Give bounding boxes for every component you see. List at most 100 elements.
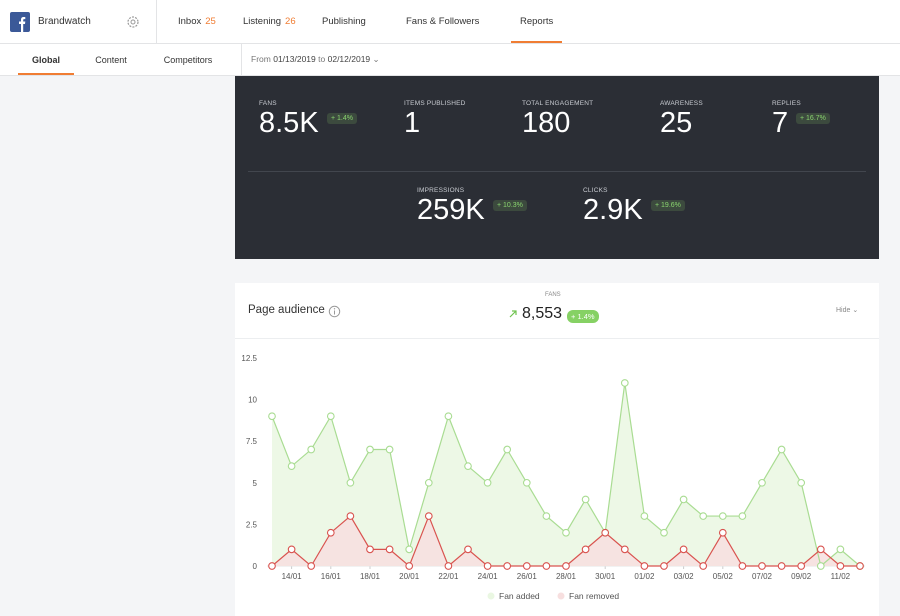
y-tick-label: 5 bbox=[253, 479, 258, 488]
x-tick-label: 22/01 bbox=[438, 572, 459, 581]
x-tick-label: 11/02 bbox=[831, 572, 851, 581]
point bbox=[718, 528, 727, 537]
stat-value: 1 bbox=[404, 107, 421, 139]
y-tick-label: 0 bbox=[253, 562, 258, 571]
point bbox=[640, 512, 649, 520]
x-tick-label: 03/02 bbox=[674, 572, 695, 581]
stat-change: + 10.3% bbox=[493, 200, 527, 211]
point bbox=[777, 445, 786, 454]
stat-value: 2.9K bbox=[583, 194, 643, 226]
point bbox=[307, 562, 316, 570]
point bbox=[326, 412, 335, 421]
point bbox=[405, 562, 414, 570]
top-bar bbox=[0, 0, 900, 44]
brand-name: Brandwatch bbox=[38, 16, 91, 27]
nav-count: 26 bbox=[285, 16, 296, 27]
point bbox=[758, 562, 766, 570]
nav-item[interactable]: Listening 26 bbox=[243, 16, 296, 27]
stat-value: 180 bbox=[522, 107, 571, 139]
nav-item[interactable]: Fans & Followers bbox=[406, 16, 479, 27]
nav-label: Reports bbox=[520, 16, 554, 27]
point bbox=[542, 562, 551, 570]
stat-change: + 16.7% bbox=[796, 113, 830, 124]
point bbox=[385, 445, 394, 454]
point bbox=[601, 528, 610, 537]
point bbox=[444, 412, 453, 421]
stats-panel bbox=[235, 76, 879, 259]
point bbox=[444, 562, 453, 570]
point bbox=[699, 562, 708, 570]
point bbox=[346, 478, 355, 487]
point bbox=[424, 512, 433, 520]
text: Hide bbox=[836, 307, 851, 314]
point bbox=[287, 545, 296, 554]
hide-button[interactable]: Hide ⌄ bbox=[836, 307, 859, 314]
point bbox=[562, 562, 570, 570]
point bbox=[287, 462, 296, 471]
point bbox=[620, 545, 629, 554]
kpi-value: 8,553 bbox=[522, 305, 563, 322]
divider bbox=[156, 0, 157, 44]
area bbox=[272, 516, 860, 566]
x-tick-label: 26/01 bbox=[517, 572, 538, 581]
point bbox=[816, 562, 825, 570]
separator bbox=[248, 171, 866, 172]
nav-label: Publishing bbox=[322, 16, 366, 27]
settings-icon[interactable] bbox=[126, 15, 140, 29]
point bbox=[503, 562, 512, 570]
point bbox=[836, 545, 845, 554]
date-range[interactable]: From 01/13/2019 to 02/12/2019 ⌄ bbox=[251, 54, 380, 64]
point bbox=[816, 545, 825, 554]
point bbox=[424, 478, 433, 487]
stat-value: 25 bbox=[660, 107, 693, 139]
point bbox=[522, 478, 531, 487]
stat-change: + 19.6% bbox=[651, 200, 685, 211]
point bbox=[366, 445, 374, 454]
x-tick-label: 05/02 bbox=[713, 572, 734, 581]
point bbox=[366, 545, 374, 554]
tab[interactable]: Global bbox=[31, 55, 61, 65]
point bbox=[522, 562, 531, 570]
trend-arrow bbox=[509, 310, 517, 318]
tab[interactable]: Competitors bbox=[163, 55, 213, 65]
point bbox=[660, 562, 668, 570]
stat-change: + 1.4% bbox=[327, 113, 357, 124]
stat-value: 7 bbox=[772, 107, 789, 139]
point bbox=[464, 462, 472, 471]
text: From bbox=[251, 54, 271, 64]
nav-label: Fans & Followers bbox=[406, 16, 480, 27]
x-tick-label: 30/01 bbox=[595, 572, 616, 581]
stat-label: AWARENESS bbox=[660, 100, 703, 107]
x-tick-label: 20/01 bbox=[399, 572, 420, 581]
point bbox=[738, 512, 747, 520]
y-tick-label: 7.5 bbox=[246, 437, 258, 446]
stat-label: ITEMS PUBLISHED bbox=[404, 100, 466, 107]
info-icon[interactable] bbox=[328, 305, 341, 318]
nav-item[interactable]: Reports bbox=[520, 16, 553, 27]
active-indicator bbox=[511, 41, 562, 43]
stat-label: IMPRESSIONS bbox=[417, 187, 465, 194]
point bbox=[660, 528, 668, 537]
separator bbox=[235, 338, 879, 339]
date: 02/12/2019 bbox=[327, 54, 371, 64]
nav-item[interactable]: Publishing bbox=[322, 16, 366, 27]
text: to bbox=[318, 54, 326, 64]
nav-label: Listening bbox=[243, 16, 282, 27]
tab[interactable]: Content bbox=[95, 55, 127, 65]
point bbox=[758, 478, 766, 487]
point bbox=[620, 379, 629, 387]
point bbox=[405, 545, 414, 554]
point bbox=[503, 445, 512, 454]
point bbox=[542, 512, 551, 520]
nav-item[interactable]: Inbox 25 bbox=[178, 16, 216, 27]
point bbox=[581, 545, 590, 554]
date: 01/13/2019 bbox=[273, 54, 316, 64]
point bbox=[777, 562, 786, 570]
x-tick-label: 18/01 bbox=[360, 572, 381, 581]
nav-count: 25 bbox=[205, 16, 216, 27]
x-tick-label: 09/02 bbox=[791, 572, 812, 581]
point bbox=[836, 562, 845, 570]
divider bbox=[241, 44, 242, 76]
point bbox=[679, 495, 688, 504]
